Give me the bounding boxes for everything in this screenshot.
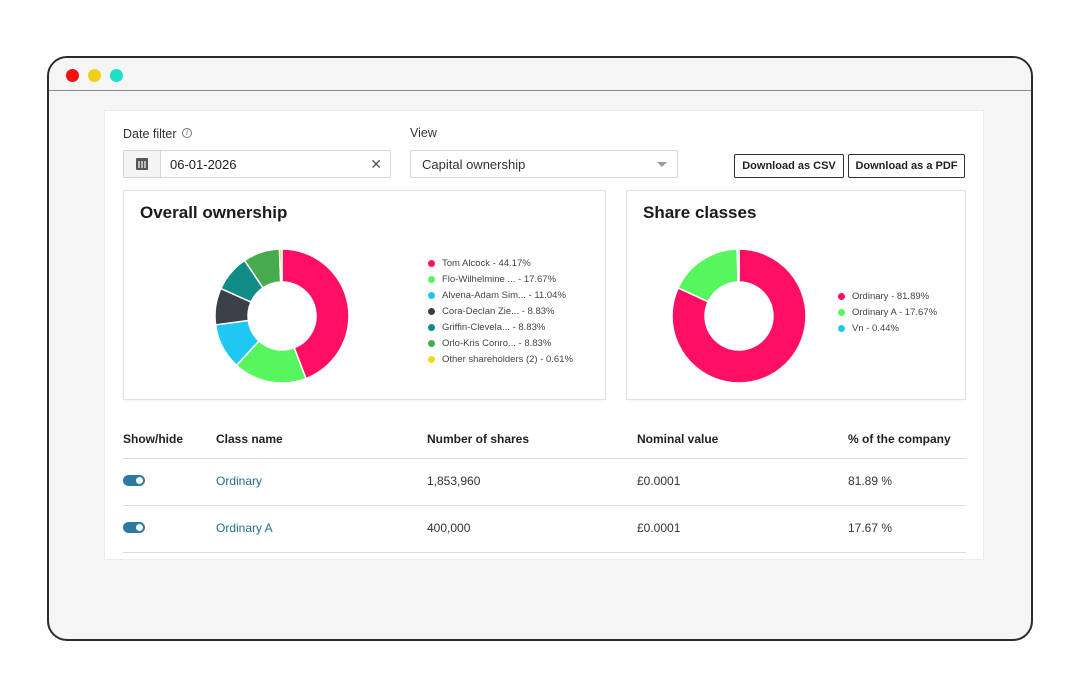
header-show-hide: Show/hide: [123, 432, 183, 446]
legend-swatch: [428, 292, 435, 299]
legend-label: Griffin-Clevela... - 8.83%: [442, 322, 546, 333]
share-class-legend-item-2[interactable]: Vn - 0.44%: [838, 321, 937, 337]
share-class-legend-item-0[interactable]: Ordinary - 81.89%: [838, 289, 937, 305]
clear-date-icon[interactable]: ✕: [370, 156, 382, 172]
share-classes-card: Share classes Ordinary - 81.89% Ordinary …: [626, 190, 966, 400]
legend-label: Orlo-Kris Conro... - 8.83%: [442, 338, 552, 349]
legend-label: Alvena-Adam Sim... - 11.04%: [442, 290, 566, 301]
info-icon[interactable]: i: [181, 128, 192, 138]
download-pdf-button[interactable]: Download as a PDF: [848, 154, 965, 178]
ownership-legend-item-2[interactable]: Alvena-Adam Sim... - 11.04%: [428, 288, 573, 304]
view-select-value: Capital ownership: [422, 157, 526, 172]
download-csv-button[interactable]: Download as CSV: [734, 154, 844, 178]
ownership-legend-item-0[interactable]: Tom Alcock - 44.17%: [428, 256, 573, 272]
legend-swatch: [838, 309, 845, 316]
show-hide-toggle[interactable]: [123, 475, 145, 486]
share-classes-title: Share classes: [643, 203, 757, 222]
class-name-link[interactable]: Ordinary: [216, 474, 263, 488]
ownership-legend-item-1[interactable]: Flo-Wilhelmine ... - 17.67%: [428, 272, 573, 288]
legend-swatch: [428, 276, 435, 283]
legend-label: Flo-Wilhelmine ... - 17.67%: [442, 274, 557, 285]
date-filter-value: 06-01-2026: [170, 157, 237, 172]
header-nominal-value: Nominal value: [637, 432, 719, 446]
header-number-of-shares: Number of shares: [427, 432, 530, 446]
table-row-divider: [123, 552, 966, 559]
percent-of-company: 17.67 %: [848, 521, 893, 535]
legend-swatch: [428, 340, 435, 347]
number-of-shares: 1,853,960: [427, 474, 481, 488]
nominal-value: £0.0001: [637, 521, 681, 535]
number-of-shares: 400,000: [427, 521, 471, 535]
ownership-legend-item-4[interactable]: Griffin-Clevela... - 8.83%: [428, 320, 573, 336]
legend-swatch: [428, 356, 435, 363]
legend-swatch: [428, 260, 435, 267]
table-row: Ordinary 1,853,960 £0.0001 81.89 %: [123, 458, 966, 505]
class-name-link[interactable]: Ordinary A: [216, 521, 273, 535]
maximize-window-icon[interactable]: [110, 69, 123, 82]
legend-swatch: [838, 325, 845, 332]
calendar-icon: [136, 158, 148, 170]
ownership-legend-item-5[interactable]: Orlo-Kris Conro... - 8.83%: [428, 336, 573, 352]
close-window-icon[interactable]: [66, 69, 79, 82]
table-row: Ordinary A 400,000 £0.0001 17.67 %: [123, 505, 966, 552]
date-filter-label: Date filter i: [123, 127, 192, 141]
date-filter-input[interactable]: 06-01-2026 ✕: [123, 150, 391, 178]
overall-ownership-donut: [214, 248, 350, 384]
view-label: View: [410, 126, 437, 140]
share-classes-donut: [671, 248, 807, 384]
date-filter-label-text: Date filter: [123, 127, 177, 141]
share-class-slice-0[interactable]: [671, 248, 807, 384]
nominal-value: £0.0001: [637, 474, 681, 488]
share-class-slice-2[interactable]: [736, 248, 740, 283]
share-class-legend-item-1[interactable]: Ordinary A - 17.67%: [838, 305, 937, 321]
header-percent-company: % of the company: [848, 432, 951, 446]
legend-label: Tom Alcock - 44.17%: [442, 258, 531, 269]
percent-of-company: 81.89 %: [848, 474, 893, 488]
legend-label: Other shareholders (2) - 0.61%: [442, 354, 573, 365]
legend-label: Ordinary A - 17.67%: [852, 307, 938, 318]
app-window: Date filter i 06-01-2026 ✕ View Capital …: [47, 56, 1033, 641]
legend-label: Cora-Declan Zie... - 8.83%: [442, 306, 555, 317]
overall-ownership-legend: Tom Alcock - 44.17% Flo-Wilhelmine ... - …: [428, 256, 573, 368]
header-class-name: Class name: [216, 432, 283, 446]
ownership-legend-item-3[interactable]: Cora-Declan Zie... - 8.83%: [428, 304, 573, 320]
ownership-slice-0[interactable]: [281, 248, 350, 380]
ownership-slice-6[interactable]: [278, 248, 283, 283]
overall-ownership-card: Overall ownership Tom Alcock - 44.17% Flo…: [123, 190, 606, 400]
legend-label: Ordinary - 81.89%: [852, 291, 930, 302]
ownership-legend-item-6[interactable]: Other shareholders (2) - 0.61%: [428, 352, 573, 368]
window-titlebar: [49, 58, 1031, 91]
legend-label: Vn - 0.44%: [852, 323, 899, 334]
legend-swatch: [428, 308, 435, 315]
share-classes-legend: Ordinary - 81.89% Ordinary A - 17.67% Vn -…: [838, 289, 937, 337]
view-select[interactable]: Capital ownership: [410, 150, 678, 178]
chevron-down-icon: [657, 162, 667, 167]
cap-table-panel: Date filter i 06-01-2026 ✕ View Capital …: [104, 110, 984, 560]
legend-swatch: [428, 324, 435, 331]
minimize-window-icon[interactable]: [88, 69, 101, 82]
legend-swatch: [838, 293, 845, 300]
calendar-button[interactable]: [124, 151, 161, 177]
show-hide-toggle[interactable]: [123, 522, 145, 533]
overall-ownership-title: Overall ownership: [140, 203, 288, 222]
